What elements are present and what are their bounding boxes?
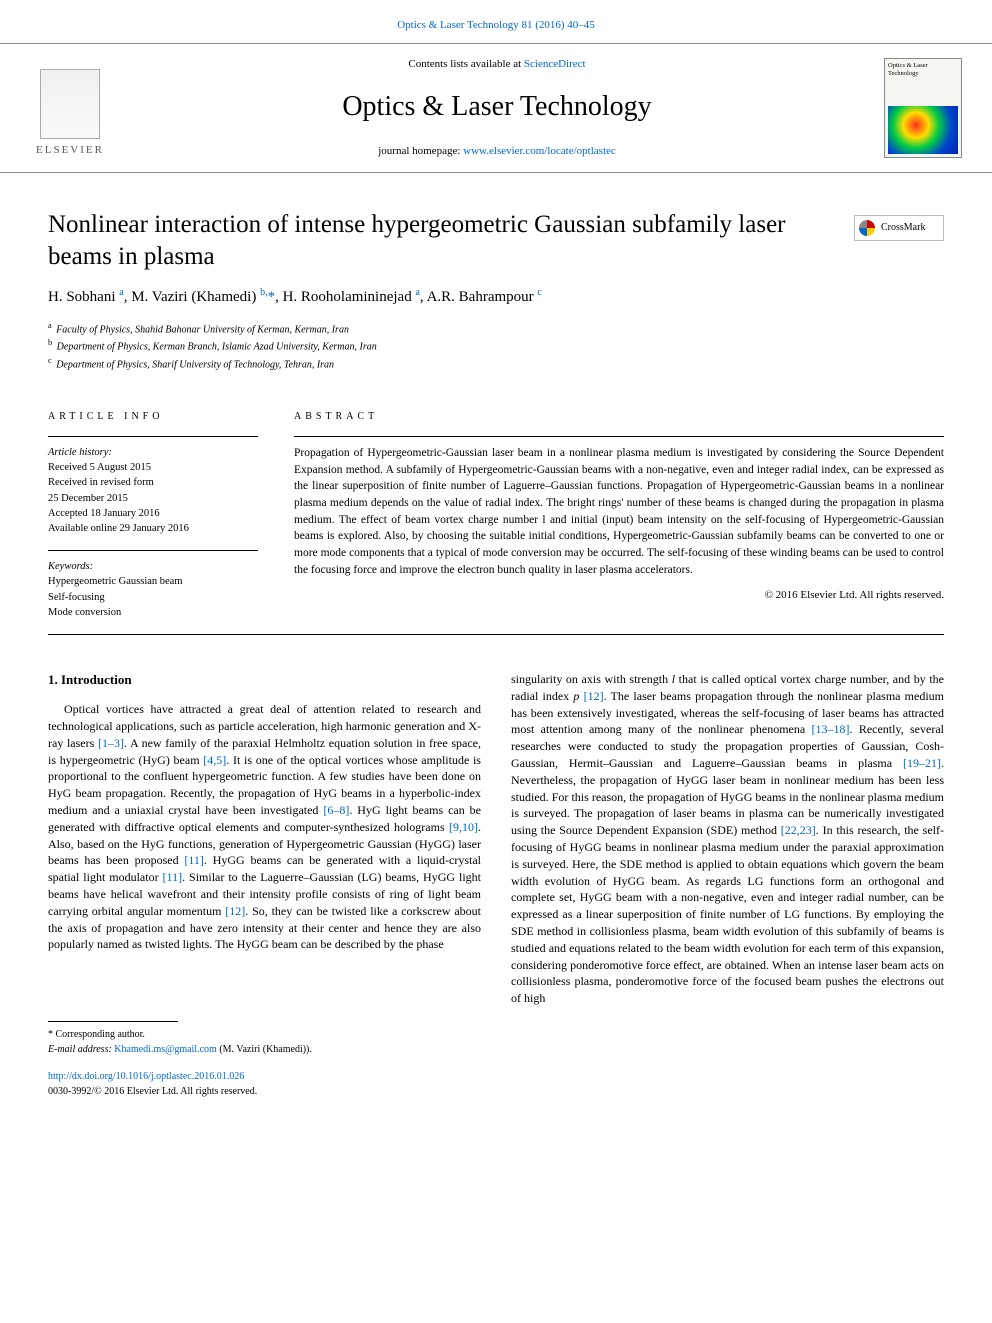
body-columns: 1. Introduction Optical vortices have at… [0,635,992,1007]
article-header: CrossMark Nonlinear interaction of inten… [0,173,992,371]
affiliations: a Faculty of Physics, Shahid Bahonar Uni… [48,320,944,372]
abstract-text: Propagation of Hypergeometric-Gaussian l… [294,445,944,578]
elsevier-label: ELSEVIER [36,143,104,158]
article-title: Nonlinear interaction of intense hyperge… [48,209,944,272]
cover-art [888,106,958,154]
author-list: H. Sobhani a, M. Vaziri (Khamedi) b,*, H… [48,286,944,308]
article-history: Article history: Received 5 August 2015 … [48,445,258,536]
body-paragraph: singularity on axis with strength l that… [511,671,944,1007]
article-info-heading: ARTICLE INFO [48,410,258,424]
body-column-right: singularity on axis with strength l that… [511,671,944,1007]
citation-link[interactable]: Optics & Laser Technology 81 (2016) 40–4… [397,19,595,31]
doi-link[interactable]: http://dx.doi.org/10.1016/j.optlastec.20… [48,1071,244,1082]
homepage-link[interactable]: www.elsevier.com/locate/optlastec [463,145,616,157]
journal-cover-thumbnail: Optics & Laser Technology [884,58,962,158]
header-citation: Optics & Laser Technology 81 (2016) 40–4… [0,0,992,43]
journal-title: Optics & Laser Technology [110,87,884,126]
corresponding-author-note: * Corresponding author. [48,1027,944,1042]
crossmark-badge[interactable]: CrossMark [854,215,944,241]
doi-line: http://dx.doi.org/10.1016/j.optlastec.20… [48,1069,944,1084]
sciencedirect-link[interactable]: ScienceDirect [524,58,586,70]
affiliation: a Faculty of Physics, Shahid Bahonar Uni… [48,320,944,337]
abstract-column: ABSTRACT Propagation of Hypergeometric-G… [294,410,944,634]
affiliation: c Department of Physics, Sharif Universi… [48,355,944,372]
body-column-left: 1. Introduction Optical vortices have at… [48,671,481,1007]
section-heading: 1. Introduction [48,671,481,689]
footer: * Corresponding author. E-mail address: … [0,1007,992,1123]
article-info-column: ARTICLE INFO Article history: Received 5… [48,410,258,634]
keywords-block: Keywords: Hypergeometric Gaussian beam S… [48,559,258,620]
journal-middle: Contents lists available at ScienceDirec… [110,57,884,159]
contents-line: Contents lists available at ScienceDirec… [110,57,884,72]
elsevier-logo: ELSEVIER [30,58,110,158]
email-line: E-mail address: Khamedi.ms@gmail.com (M.… [48,1042,944,1057]
body-paragraph: Optical vortices have attracted a great … [48,701,481,953]
homepage-line: journal homepage: www.elsevier.com/locat… [110,144,884,159]
meta-abstract-row: ARTICLE INFO Article history: Received 5… [48,396,944,635]
abstract-copyright: © 2016 Elsevier Ltd. All rights reserved… [294,588,944,619]
affiliation: b Department of Physics, Kerman Branch, … [48,337,944,354]
abstract-heading: ABSTRACT [294,410,944,424]
issn-line: 0030-3992/© 2016 Elsevier Ltd. All right… [48,1084,944,1099]
elsevier-tree-icon [40,69,100,139]
email-link[interactable]: Khamedi.ms@gmail.com [114,1044,217,1055]
journal-header-bar: ELSEVIER Contents lists available at Sci… [0,43,992,173]
